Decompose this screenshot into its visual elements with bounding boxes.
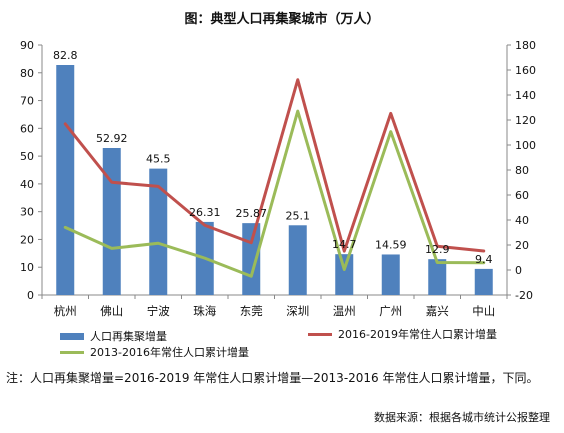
left-tick-label: 10 xyxy=(20,261,34,274)
left-tick-label: 70 xyxy=(20,95,34,108)
bar xyxy=(288,225,307,295)
bar-data-label: 26.31 xyxy=(189,206,221,219)
bar xyxy=(474,268,493,295)
bar xyxy=(149,168,168,295)
right-tick-label: 20 xyxy=(515,239,529,252)
legend-item-green-line: 2013-2016年常住人口累计增量 xyxy=(60,344,249,360)
footnote: 注：人口再集聚增量=2016-2019 年常住人口累计增量—2013-2016 … xyxy=(6,371,539,385)
category-label: 杭州 xyxy=(54,304,77,318)
right-tick-label: 180 xyxy=(515,39,536,52)
bar-data-label: 14.7 xyxy=(332,238,357,251)
bar-data-label: 12.9 xyxy=(425,243,450,256)
bar-data-label: 9.4 xyxy=(475,253,493,266)
category-label: 东莞 xyxy=(240,304,263,318)
line-2013-2016 xyxy=(63,109,486,278)
left-tick-label: 30 xyxy=(20,206,34,219)
category-label: 嘉兴 xyxy=(426,304,449,318)
left-axis-ticks: 0 10 20 30 40 50 60 70 80 90 xyxy=(20,39,42,302)
legend-swatch-red-line xyxy=(308,332,332,336)
chart-title: 图：典型人口再集聚城市（万人） xyxy=(184,12,380,27)
category-label: 宁波 xyxy=(147,304,170,318)
line-series xyxy=(63,78,486,278)
legend-label-red-line: 2016-2019年常住人口累计增量 xyxy=(338,328,497,341)
category-labels: 杭州 佛山 宁波 珠海 东莞 深圳 温州 广州 嘉兴 中山 xyxy=(41,295,508,318)
category-label: 中山 xyxy=(472,304,495,318)
legend-item-bar: 人口再集聚增量 xyxy=(60,328,167,344)
right-tick-label: 120 xyxy=(515,114,536,127)
category-label: 温州 xyxy=(333,304,356,318)
bar xyxy=(428,259,447,295)
legend-label-bar: 人口再集聚增量 xyxy=(90,330,167,343)
bar xyxy=(102,148,121,295)
right-tick-label: 60 xyxy=(515,189,529,202)
bar-data-label: 14.59 xyxy=(375,238,407,251)
left-tick-label: 50 xyxy=(20,150,34,163)
left-tick-label: 80 xyxy=(20,67,34,80)
left-tick-label: 0 xyxy=(27,289,34,302)
category-label: 佛山 xyxy=(100,304,123,318)
legend-item-red-line: 2016-2019年常住人口累计增量 xyxy=(308,326,497,342)
category-label: 深圳 xyxy=(286,304,309,318)
data-source: 数据来源：根据各城市统计公报整理 xyxy=(374,411,550,424)
category-label: 珠海 xyxy=(193,304,216,318)
bar-data-labels: 82.8 52.92 45.5 26.31 25.87 25.1 14.7 14.59 12.9… xyxy=(53,49,493,266)
right-tick-label: -20 xyxy=(515,289,533,302)
right-tick-label: 100 xyxy=(515,139,536,152)
bar-data-label: 25.1 xyxy=(286,209,311,222)
legend-label-green-line: 2013-2016年常住人口累计增量 xyxy=(90,346,249,359)
bar xyxy=(381,254,400,295)
line-2016-2019 xyxy=(63,78,486,253)
bar-data-label: 52.92 xyxy=(96,132,128,145)
bar-series xyxy=(56,65,493,295)
bar xyxy=(56,65,75,295)
right-axis-ticks: -20 0 20 40 60 80 100 120 140 160 180 xyxy=(507,39,536,302)
right-tick-label: 140 xyxy=(515,89,536,102)
right-tick-label: 160 xyxy=(515,64,536,77)
left-tick-label: 60 xyxy=(20,122,34,135)
right-tick-label: 0 xyxy=(515,264,522,277)
bar-data-label: 25.87 xyxy=(236,207,268,220)
category-label: 广州 xyxy=(379,304,402,318)
bar xyxy=(335,254,354,295)
bar-data-label: 45.5 xyxy=(146,153,171,166)
right-tick-label: 80 xyxy=(515,164,529,177)
left-tick-label: 90 xyxy=(20,39,34,52)
bar-data-label: 82.8 xyxy=(53,49,78,62)
right-tick-label: 40 xyxy=(515,214,529,227)
left-tick-label: 40 xyxy=(20,178,34,191)
left-tick-label: 20 xyxy=(20,233,34,246)
legend-swatch-bar xyxy=(60,332,84,340)
combo-chart: 0 10 20 30 40 50 60 70 80 90 -20 0 20 40 60 80 100 120 14… xyxy=(20,39,536,318)
legend-swatch-green-line xyxy=(60,350,84,354)
